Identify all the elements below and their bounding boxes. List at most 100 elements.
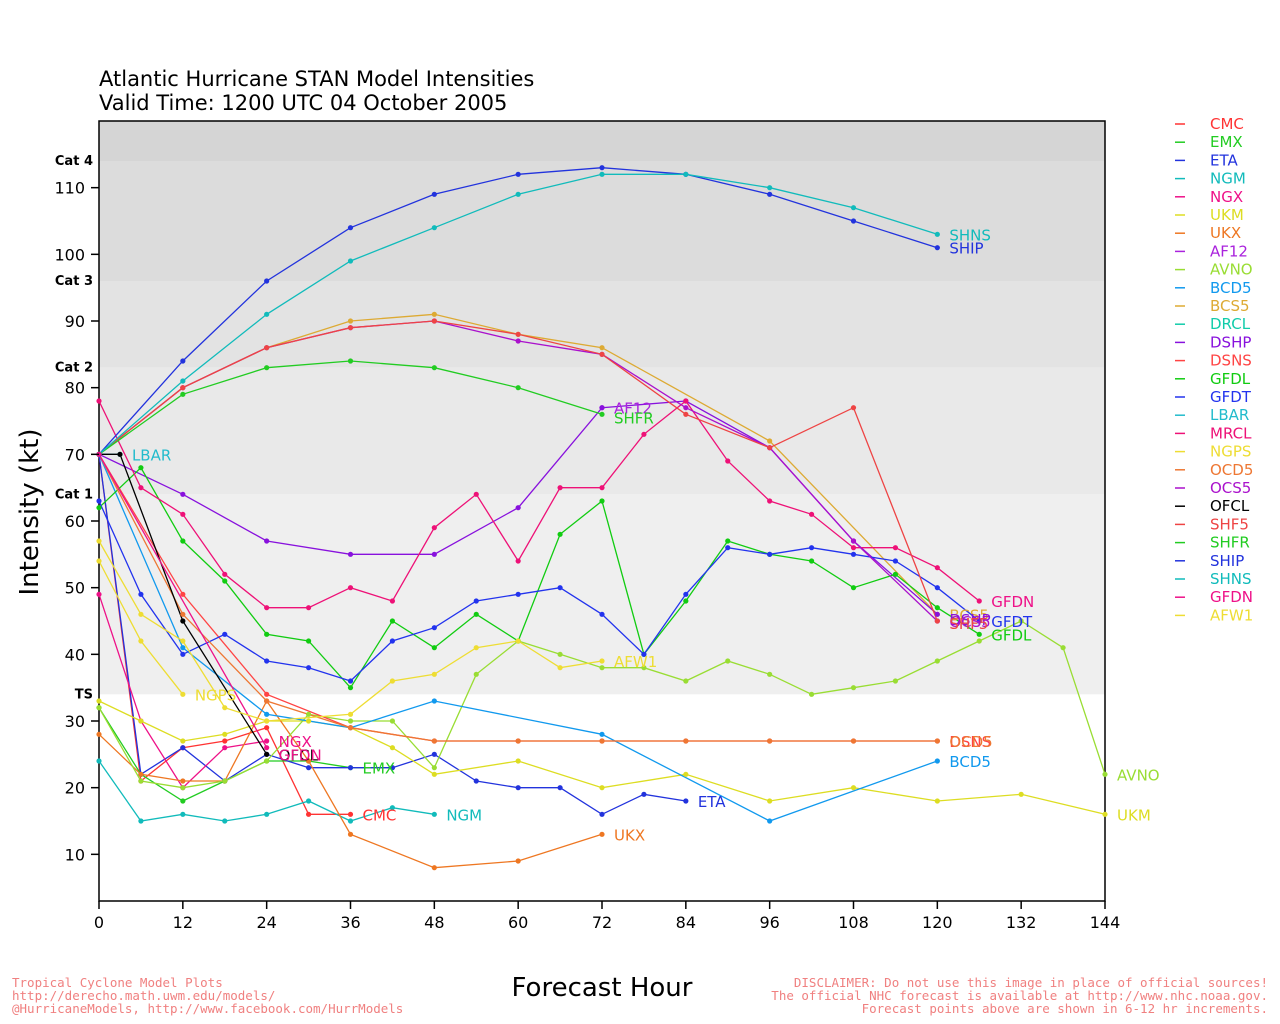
data-point-dsns <box>180 591 186 597</box>
data-point-cmc <box>347 811 354 817</box>
legend-entry: OCD5 <box>1210 461 1253 479</box>
data-point-gfdt <box>557 585 563 591</box>
y-tick-label: 110 <box>54 179 85 198</box>
series-end-label: OCD5 <box>949 733 992 751</box>
x-tick-label: 96 <box>759 913 779 932</box>
data-point-eta <box>431 751 437 757</box>
data-point-shns <box>180 378 186 384</box>
data-point-ukm <box>389 745 396 751</box>
x-tick-label: 144 <box>1090 913 1121 932</box>
data-point-eta <box>389 765 396 771</box>
data-point-ocd5 <box>934 738 940 744</box>
series-end-label: GFDT <box>991 613 1033 631</box>
data-point-ngm <box>96 758 102 764</box>
x-tick-label: 132 <box>1006 913 1037 932</box>
data-point-mrcl <box>96 398 102 404</box>
legend-entry: NGM <box>1210 170 1246 188</box>
x-tick-label: 84 <box>676 913 696 932</box>
x-tick-label: 24 <box>256 913 276 932</box>
y-tick-label: 30 <box>65 712 85 731</box>
data-point-eta <box>347 765 354 771</box>
legend-entry: GFDN <box>1210 588 1253 606</box>
data-point-ship <box>850 218 857 224</box>
data-point-avno <box>96 705 102 711</box>
data-point-shf5 <box>264 345 270 351</box>
data-point-ofcl <box>264 751 270 757</box>
legend-entry: UKX <box>1210 224 1241 242</box>
series-points <box>96 165 1108 871</box>
legend-entry: OFCL <box>1210 497 1250 515</box>
data-point-shns <box>767 185 773 191</box>
data-point-ofcl <box>117 451 123 457</box>
data-point-avno <box>641 665 647 671</box>
data-point-ukm <box>850 785 857 791</box>
data-point-mrcl <box>683 398 689 404</box>
data-point-avno <box>473 671 479 677</box>
data-point-dshp <box>264 538 270 544</box>
series-line-ofcl <box>99 453 268 755</box>
series-line-mrcl <box>98 400 980 609</box>
data-point-avno <box>808 691 815 697</box>
data-point-gfdt <box>515 591 521 597</box>
legend-entry: CMC <box>1210 115 1244 133</box>
data-point-shf5 <box>515 331 521 337</box>
data-point-ukx <box>599 831 605 837</box>
y-tick-label: 90 <box>65 312 85 331</box>
data-point-ukm <box>767 798 773 804</box>
series-end-label: EMX <box>363 760 396 778</box>
series-end-label: OCS5 <box>949 613 990 631</box>
data-point-ukm <box>934 798 940 804</box>
data-point-avno <box>683 678 689 684</box>
category-label: Cat 2 <box>55 361 93 376</box>
data-point-gfdt <box>431 625 437 631</box>
data-point-afw1 <box>557 665 563 671</box>
legend-entry: SHFR <box>1210 534 1250 552</box>
data-point-dsns <box>264 691 270 697</box>
data-point-gfdt <box>473 598 479 604</box>
y-tick-label: 60 <box>65 512 85 531</box>
data-point-gfdt <box>725 545 731 551</box>
data-point-eta <box>557 785 563 791</box>
data-point-gfdt <box>599 611 605 617</box>
series-end-label: NGM <box>446 806 482 824</box>
data-point-avno <box>138 778 144 784</box>
legend-entry: LBAR <box>1210 406 1249 424</box>
data-point-mrcl <box>431 525 437 531</box>
data-point-gfdl <box>599 498 605 504</box>
data-point-shns <box>264 311 270 317</box>
data-point-ukx <box>347 831 354 837</box>
data-point-mrcl <box>599 485 605 491</box>
data-point-mrcl <box>305 605 312 611</box>
data-point-shf5 <box>431 318 437 324</box>
data-point-ukm <box>96 698 102 704</box>
data-point-ocd5 <box>515 738 521 744</box>
data-point-mrcl <box>850 545 857 551</box>
data-point-gfdt <box>180 651 186 657</box>
data-point-ocd5 <box>850 738 857 744</box>
data-point-ukm <box>599 785 605 791</box>
y-axis-ticks: 10 20 30 40 50 60 70 80 90 100 110 <box>54 179 99 864</box>
series-line-bcd5 <box>98 454 938 822</box>
data-point-gfdl <box>808 558 815 564</box>
x-axis-label: Forecast Hour <box>512 973 693 1003</box>
series-line-ukx <box>98 699 603 869</box>
legend-entry: NGX <box>1210 188 1243 206</box>
data-point-afw1 <box>180 638 186 644</box>
y-tick-label: 40 <box>65 645 85 664</box>
data-point-dshp <box>934 611 940 617</box>
data-point-gfdt <box>305 665 312 671</box>
data-point-ship <box>515 171 521 177</box>
data-point-bcs5 <box>767 438 773 444</box>
data-point-cmc <box>264 725 270 731</box>
data-point-avno <box>976 638 982 644</box>
data-point-ship <box>431 191 437 197</box>
data-point-avno <box>347 718 354 724</box>
data-point-cmc <box>222 738 228 744</box>
data-point-dshp <box>180 491 186 497</box>
legend-entry: OCS5 <box>1210 479 1251 497</box>
data-point-ocd5 <box>599 738 605 744</box>
series-end-label: SHNS <box>949 226 991 244</box>
series-end-label: BCD5 <box>949 753 991 771</box>
data-point-dshp <box>431 551 437 557</box>
data-point-avno <box>934 658 940 664</box>
